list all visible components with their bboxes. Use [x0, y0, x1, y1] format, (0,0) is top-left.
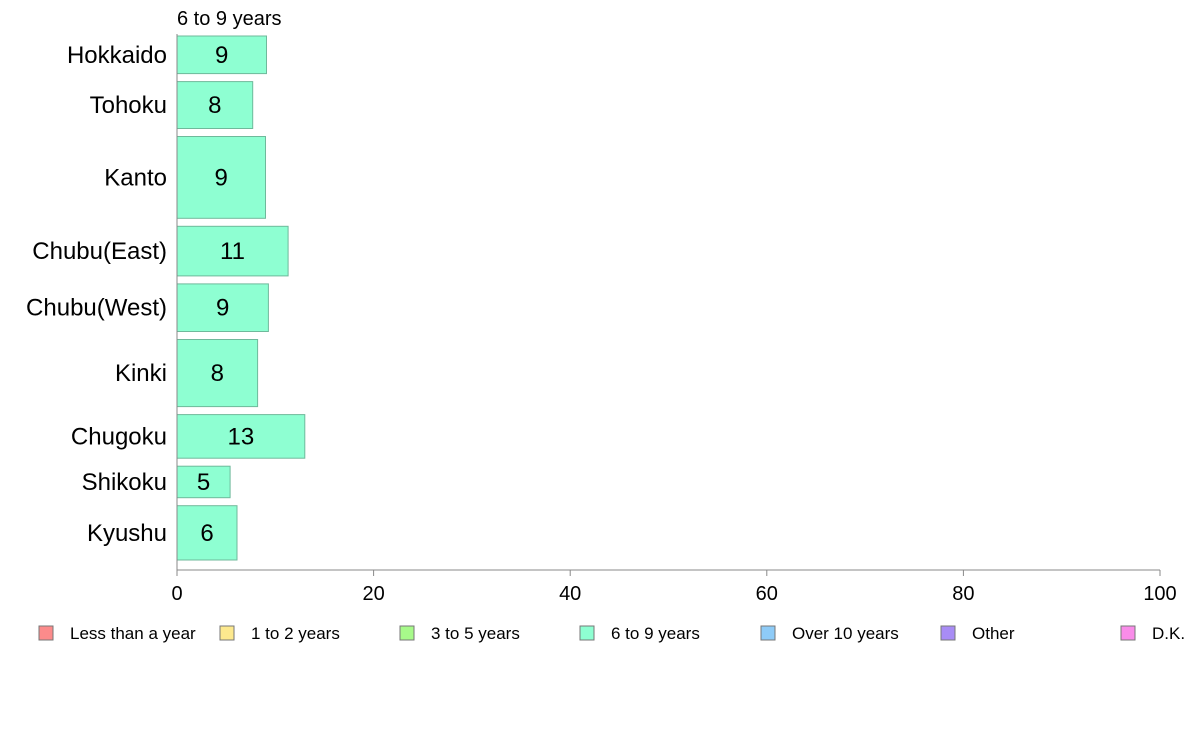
- x-tick-label: 40: [559, 583, 581, 605]
- legend-label: Over 10 years: [792, 624, 899, 643]
- legend-label: 6 to 9 years: [611, 624, 700, 643]
- bar: [176, 81, 254, 129]
- category-label: Chubu(East): [32, 238, 167, 265]
- category-label: Chubu(West): [26, 295, 167, 322]
- legend-label: Less than a year: [70, 624, 196, 643]
- x-tick-label: 80: [952, 583, 974, 605]
- legend-swatch: [219, 625, 235, 641]
- legend-label: 1 to 2 years: [251, 624, 340, 643]
- legend-swatch: [1120, 625, 1136, 641]
- x-tick-label: 0: [171, 583, 182, 605]
- legend-swatch: [940, 625, 956, 641]
- data-label: 9: [215, 42, 228, 69]
- category-label: Chugoku: [71, 423, 167, 450]
- data-label: 6: [200, 520, 213, 547]
- category-label: Tohoku: [90, 92, 167, 119]
- x-tick-label: 100: [1143, 583, 1176, 605]
- bar: [176, 136, 266, 219]
- category-label: Shikoku: [82, 469, 167, 496]
- x-tick-label: 20: [362, 583, 384, 605]
- category-label: Kinki: [115, 360, 167, 387]
- bar: [176, 339, 259, 408]
- legend-swatch: [399, 625, 415, 641]
- chart-subtitle: 6 to 9 years: [177, 8, 282, 30]
- data-label: 9: [216, 295, 229, 322]
- legend-label: 3 to 5 years: [431, 624, 520, 643]
- data-label: 8: [208, 92, 221, 119]
- data-label: 9: [215, 164, 228, 191]
- x-axis: 0 20 40 60 80 100: [171, 34, 1177, 605]
- legend-swatch: [38, 625, 54, 641]
- bar: [176, 225, 289, 277]
- bars-group: Hokkaido 9 Tohoku 8 Kanto 9 Chubu(East) 11 Chubu…: [26, 35, 306, 561]
- data-label: 5: [197, 469, 210, 496]
- category-label: Kanto: [104, 164, 167, 191]
- data-label: 13: [228, 423, 255, 450]
- bar: [176, 35, 267, 75]
- legend-swatch: [760, 625, 776, 641]
- legend: Less than a year 1 to 2 years 3 to 5 years…: [38, 624, 1185, 643]
- legend-label: D.K.: [1152, 624, 1185, 643]
- data-label: 11: [220, 238, 245, 265]
- data-label: 8: [211, 360, 224, 387]
- x-tick-label: 60: [756, 583, 778, 605]
- category-label: Hokkaido: [67, 42, 167, 69]
- bar: [176, 283, 269, 332]
- bar: [176, 414, 306, 459]
- legend-swatch: [579, 625, 595, 641]
- category-label: Kyushu: [87, 520, 167, 547]
- legend-label: Other: [972, 624, 1015, 643]
